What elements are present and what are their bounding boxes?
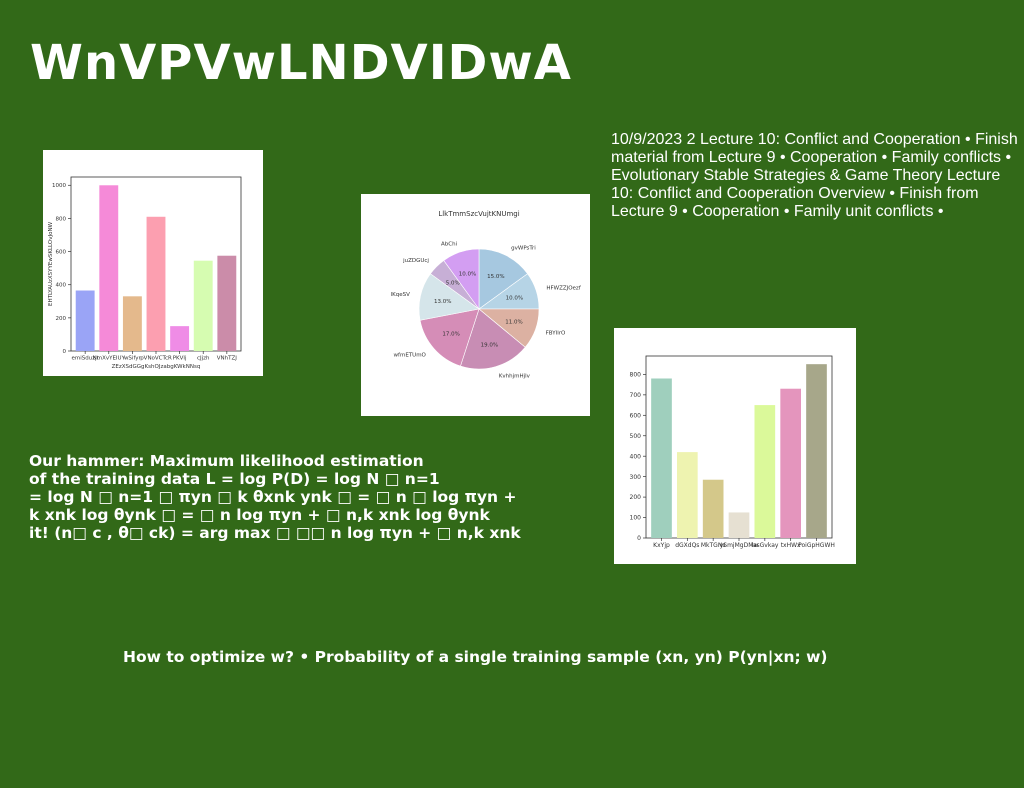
pie-pct-label: 10.0% [506, 296, 523, 302]
body-line: = log N □ n=1 □ πyn □ k θxnk ynk □ = □ n… [29, 488, 517, 506]
pie-slice-label: FBYIlrO [546, 330, 566, 336]
pie-pct-label: 13.0% [434, 299, 451, 305]
x-tick-label: pVNoVCTcR [140, 356, 172, 362]
y-tick-label: 400 [56, 283, 67, 289]
x-tick-label: txHWx [781, 542, 801, 549]
y-tick-label: 500 [630, 433, 642, 440]
bar-PKVlj [170, 326, 190, 351]
x-tick-label: lasGvkay [751, 542, 779, 549]
x-tick-label: PKVlj [173, 356, 187, 362]
bar-wSifyr [122, 296, 142, 351]
bar-chart-1-panel: 0 200 400 600 800 1000 emiSduzjt NmXvYEIUY wSify… [43, 150, 263, 376]
y-tick-label: 300 [630, 474, 642, 481]
y-tick-label: 600 [56, 249, 67, 255]
pie-slice-AbChi [443, 248, 480, 310]
bar-NmXvYEIUY [99, 185, 119, 351]
pie-pct-label: 17.0% [442, 332, 459, 338]
y-tick-label: 200 [630, 494, 642, 501]
bar-MkTGNs [702, 479, 724, 538]
pie-slice-label: AbChi [441, 241, 458, 247]
x-tick-label: ySmjMgDMw [720, 542, 759, 549]
pie-slice-label: wfmETUmO [394, 353, 427, 359]
y-tick-label: 600 [630, 412, 642, 419]
y-tick-label: 1000 [52, 183, 66, 189]
pie-pct-label: 19.0% [481, 343, 498, 349]
x-tick-label: wSifyr [124, 356, 142, 362]
pie-slice-gvWPsTri [478, 248, 528, 310]
pie-pct-label: 11.0% [505, 320, 522, 326]
optimize-w-text: How to optimize w? • Probability of a si… [123, 648, 828, 666]
bar-emiSduzjt [75, 290, 95, 351]
body-line: k xnk log θynk □ = □ n log πyn + □ n,k x… [29, 506, 490, 524]
x-axis-label: ZEzXSdGGgKshOJzabgKWkNNsq [112, 364, 201, 370]
pie-chart: LlkTmmSzcVujtKNUmgi 15.0% gvWPsTri 10.0% HFW… [391, 210, 582, 379]
x-tick-label: MkTGNs [701, 542, 726, 549]
y-tick-label: 0 [637, 535, 641, 542]
pie-slice-KvhhjmHjlv [460, 308, 526, 370]
bar-lasGvkay [754, 405, 776, 538]
pie-title: LlkTmmSzcVujtKNUmgi [438, 210, 519, 218]
y-tick-label: 100 [630, 515, 642, 522]
body-line: it! (n□ c , θ□ ck) = arg max □ □□ n log … [29, 524, 521, 542]
x-tick-label: dGXdQs [675, 542, 699, 549]
bar-VNhTZJ [217, 255, 237, 351]
bar-dGXdQs [677, 452, 698, 538]
y-tick-label: 800 [630, 372, 642, 379]
x-tick-label: VNhTZJ [217, 356, 237, 362]
plot-frame [645, 355, 833, 539]
slide-title: WnVPVwLNDVIDwA [30, 35, 572, 91]
body-line: Our hammer: Maximum likelihood estimatio… [29, 452, 424, 470]
x-tick-label: cJjzh [197, 356, 210, 362]
pie-slice-label: HFWZZJOezf [546, 286, 581, 292]
x-tick-label: emiSduzjt [72, 356, 100, 362]
x-tick-label: PoiGpHGWH [798, 542, 835, 549]
pie-slice-label: lKqeSV [391, 292, 411, 298]
pie-pct-label: 5.0% [446, 281, 460, 287]
body-line: of the training data L = log P(D) = log … [29, 470, 440, 488]
bar-KxYjp [651, 378, 672, 538]
mle-body-text: Our hammer: Maximum likelihood estimatio… [29, 452, 569, 542]
pie-chart-panel: LlkTmmSzcVujtKNUmgi 15.0% gvWPsTri 10.0% HFW… [361, 194, 590, 416]
y-tick-label: 400 [630, 453, 642, 460]
pie-slice-label: gvWPsTri [511, 246, 536, 252]
bar-chart-2-panel: 0 100 200 300 400 500 600 700 800 KxYjp dGXdQs MkTG… [614, 328, 856, 564]
y-tick-label: 800 [56, 216, 67, 222]
y-tick-label: 700 [630, 392, 642, 399]
lecture-notes-text: 10/9/2023 2 Lecture 10: Conflict and Coo… [611, 131, 1018, 220]
x-tick-label: NmXvYEIUY [93, 356, 126, 362]
bar-pVNoVCTcR [146, 216, 166, 351]
y-tick-label: 200 [56, 316, 67, 322]
y-tick-label: 0 [63, 349, 67, 355]
pie-slice-label: juZDGUcj [402, 258, 429, 264]
y-axis-label: EHTLYAUzXSYYEwSKLLOvJoNW [48, 221, 54, 306]
bar-ySmjMgDMw [728, 512, 750, 538]
bar-chart-2: 0 100 200 300 400 500 600 700 800 KxYjp dGXdQs MkTG… [630, 355, 835, 549]
bar-PoiGpHGWH [806, 364, 827, 538]
x-tick-label: KxYjp [653, 542, 670, 549]
pie-slice-wfmETUmO [419, 308, 480, 367]
pie-slice-label: KvhhjmHjlv [499, 373, 531, 379]
pie-pct-label: 15.0% [487, 274, 504, 280]
pie-pct-label: 10.0% [459, 272, 476, 278]
bar-cJjzh [193, 260, 213, 351]
bar-txHWx [780, 388, 801, 538]
